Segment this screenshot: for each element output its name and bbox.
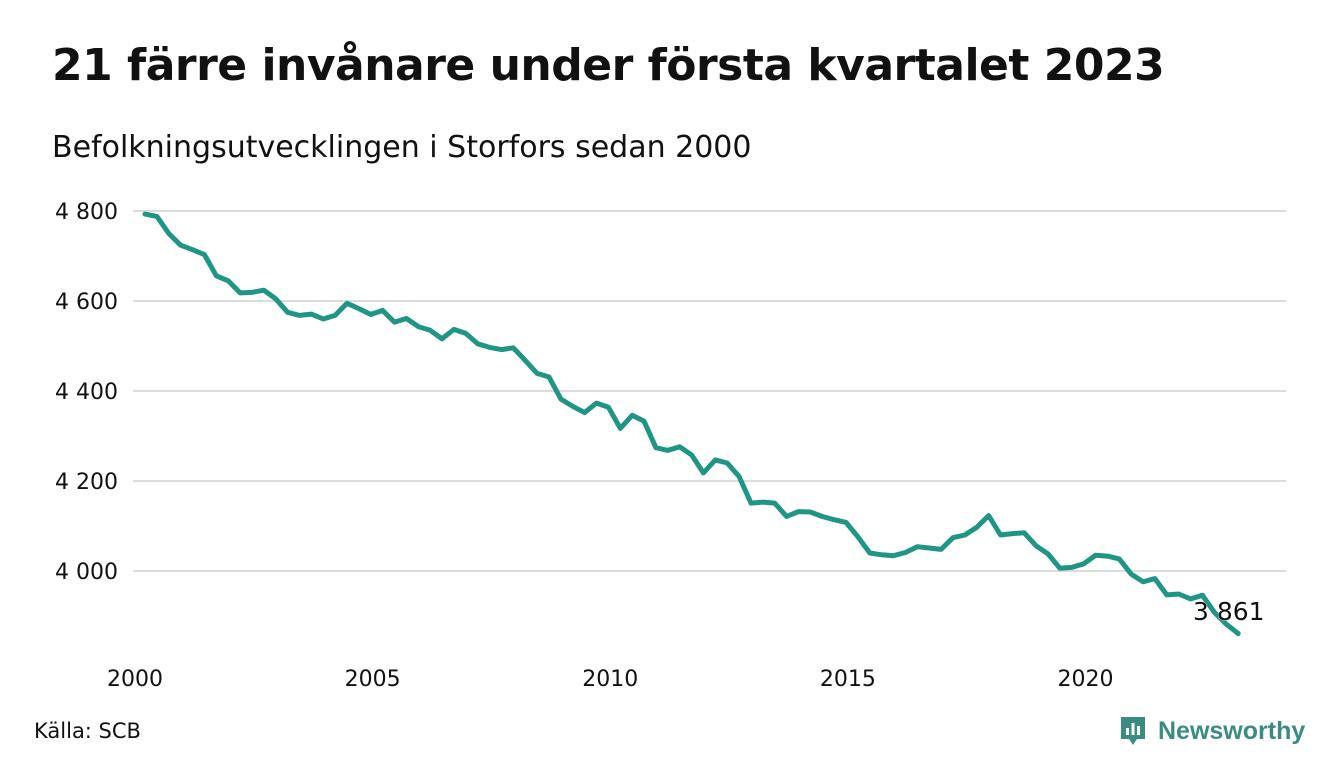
x-tick-label: 2000 [107,667,163,692]
y-tick-label: 4 600 [55,290,118,315]
chart-subtitle: Befolkningsutvecklingen i Storfors sedan… [52,130,752,165]
y-tick-label: 4 400 [55,380,118,405]
brand-name: Newsworthy [1158,716,1306,745]
x-tick-label: 2010 [582,667,638,692]
x-axis: 2000 2005 2010 2015 2020 [107,667,1114,692]
y-axis: 4 000 4 200 4 400 4 600 4 800 [55,200,118,585]
grid-layer [133,210,1286,572]
newsworthy-logo-icon [1121,717,1145,745]
annotation-layer: 3 861 [1193,597,1265,627]
brand-logo[interactable]: Newsworthy [1118,714,1305,748]
x-tick-label: 2020 [1058,667,1114,692]
y-tick-label: 4 000 [55,560,118,585]
series-line [142,211,1241,636]
source-note: Källa: SCB [34,719,141,743]
last-data-point [1235,631,1241,637]
end-value-label: 3 861 [1193,597,1265,626]
series-layer [142,211,1241,637]
x-tick-label: 2005 [345,667,401,692]
x-tick-label: 2015 [820,667,876,692]
y-tick-label: 4 200 [55,470,118,495]
chart-title: 21 färre invånare under första kvartalet… [52,40,1165,91]
y-tick-label: 4 800 [55,200,118,225]
